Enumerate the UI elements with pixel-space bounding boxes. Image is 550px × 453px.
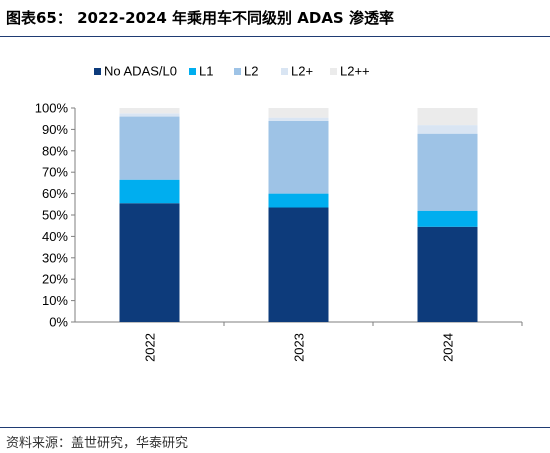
footer-divider [0,427,550,428]
bar-segment-l1-2023 [268,193,329,208]
source-note: 资料来源：盖世研究，华泰研究 [6,436,189,451]
y-tick-label: 40% [42,229,68,244]
legend-label-no-adas-l0: No ADAS/L0 [104,64,177,79]
legend-label-l1: L1 [199,64,213,79]
legend-label-l2: L2 [244,64,258,79]
y-tick-label: 90% [42,122,68,137]
y-tick-label: 30% [42,250,68,265]
stacked-bar-chart: No ADAS/L0 L1 L2 L2+ L2++ 0% 10% 20% 30% 40% 50% 60… [35,64,523,362]
bar-segment-l2-2023 [268,108,329,118]
title-divider [0,36,550,37]
y-tick-label: 0% [49,315,68,330]
x-tick-label-2022: 2022 [143,333,158,362]
x-tick-label-2023: 2023 [292,333,307,362]
y-tick-label: 70% [42,165,68,180]
bar-segment-l2-2024 [417,125,478,134]
legend-swatch-l1 [189,68,196,75]
bar-segment-l2-2022 [119,108,180,114]
bar-segment-l1-2022 [119,179,180,204]
y-tick-label: 60% [42,186,68,201]
chart-title: 图表65： 2022-2024 年乘用车不同级别 ADAS 渗透率 [6,9,394,27]
legend-swatch-l2 [330,68,337,75]
bar-segment-l2-2023 [268,120,329,194]
legend-label-l2: L2++ [340,64,370,79]
y-tick-label: 50% [42,208,68,223]
x-tick-label-2024: 2024 [441,333,456,362]
y-tick-label: 80% [42,143,68,158]
legend-swatch-no-adas-l0 [94,68,101,75]
bar-segment-no-adas-l0-2023 [268,207,329,322]
bar-segment-no-adas-l0-2024 [417,226,478,322]
bar-segment-l2-2023 [268,117,329,121]
bar-segment-l2-2024 [417,108,478,126]
legend-label-l2: L2+ [291,64,313,79]
y-tick-label: 100% [35,101,69,116]
bar-segment-l1-2024 [417,210,478,227]
bar-segment-no-adas-l0-2022 [119,203,180,322]
y-tick-label: 10% [42,293,68,308]
legend-swatch-l2 [281,68,288,75]
legend-swatch-l2 [234,68,241,75]
y-tick-label: 20% [42,272,68,287]
bar-segment-l2-2024 [417,133,478,211]
bar-segment-l2-2022 [119,113,180,117]
bar-segment-l2-2022 [119,116,180,180]
title-bar: 图表65： 2022-2024 年乘用车不同级别 ADAS 渗透率 [0,0,550,36]
